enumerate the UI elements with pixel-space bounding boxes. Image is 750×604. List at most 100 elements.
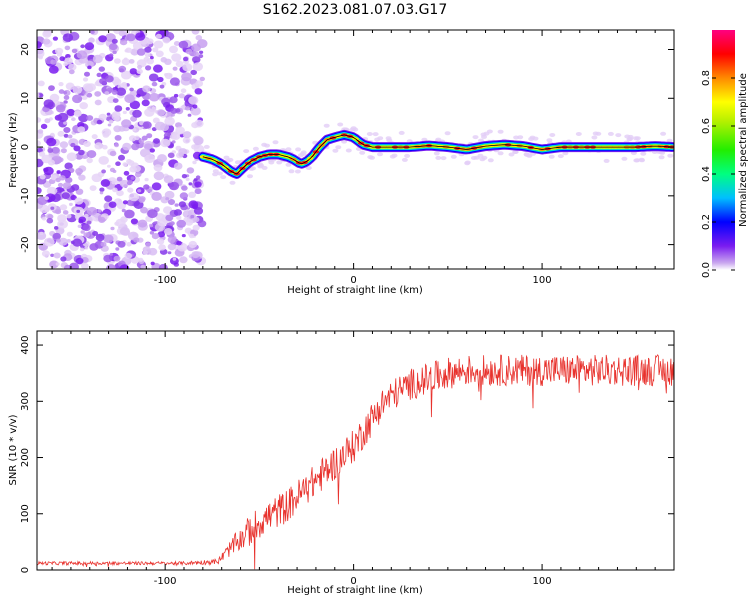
- noise-blob: [102, 144, 108, 150]
- noise-blob: [151, 106, 157, 110]
- noise-blob: [133, 237, 140, 243]
- noise-blob: [131, 143, 140, 151]
- noise-blob: [65, 82, 75, 90]
- noise-blob: [71, 184, 80, 191]
- noise-blob: [197, 220, 207, 228]
- noise-blob: [167, 199, 176, 205]
- ridge-halo: [660, 131, 667, 136]
- ridge-halo: [252, 146, 259, 151]
- noise-blob: [195, 175, 201, 180]
- noise-blob: [122, 110, 127, 115]
- noise-blob: [113, 255, 121, 262]
- noise-blob: [111, 38, 118, 44]
- ridge-halo: [377, 152, 383, 157]
- noise-blob: [162, 36, 171, 44]
- noise-blob: [169, 45, 178, 54]
- noise-blob: [94, 99, 102, 106]
- noise-blob: [69, 202, 73, 206]
- noise-blob: [55, 262, 60, 266]
- noise-blob: [118, 30, 126, 37]
- noise-blob: [37, 41, 42, 49]
- noise-blob: [91, 134, 98, 140]
- noise-blob: [160, 57, 168, 63]
- noise-blob: [164, 190, 175, 200]
- noise-blob: [128, 135, 137, 142]
- ridge-halo: [562, 151, 569, 156]
- noise-blob: [37, 93, 44, 98]
- ridge-halo: [366, 132, 373, 136]
- snr-y-tick-label: 400: [20, 336, 31, 355]
- noise-blob: [55, 104, 66, 113]
- noise-blob: [92, 231, 99, 236]
- noise-blob: [57, 182, 64, 188]
- noise-blob: [38, 151, 46, 157]
- noise-blob: [122, 142, 132, 151]
- noise-blob: [81, 262, 89, 269]
- noise-blob: [89, 185, 97, 192]
- noise-blob: [114, 105, 123, 112]
- noise-blob: [171, 140, 176, 144]
- noise-blob: [148, 223, 154, 228]
- noise-blob: [124, 209, 135, 219]
- noise-blob: [103, 254, 113, 263]
- noise-blob: [69, 262, 79, 269]
- noise-blob: [86, 220, 92, 225]
- noise-blob: [99, 187, 105, 192]
- noise-blob: [50, 59, 57, 65]
- ridge-halo: [285, 147, 292, 152]
- ridge-halo: [549, 133, 556, 137]
- noise-blob: [143, 140, 155, 150]
- noise-blob: [121, 208, 126, 213]
- noise-blob: [136, 48, 146, 56]
- noise-blob: [47, 159, 56, 166]
- noise-blob: [37, 231, 47, 240]
- noise-blob: [59, 141, 69, 149]
- noise-blob: [83, 232, 90, 238]
- noise-blob: [192, 160, 197, 165]
- ridge-halo: [220, 175, 227, 180]
- noise-blob: [188, 200, 199, 209]
- noise-blob: [44, 118, 51, 124]
- ridge-halo: [481, 134, 487, 139]
- noise-blob: [98, 216, 106, 223]
- noise-blob: [111, 90, 118, 95]
- ridge-halo: [377, 136, 384, 141]
- noise-blob: [184, 106, 191, 111]
- ridge-halo: [607, 131, 614, 136]
- ridge-halo: [264, 143, 270, 148]
- noise-blob: [147, 209, 158, 219]
- noise-blob: [112, 114, 120, 121]
- noise-blob: [135, 32, 146, 41]
- ridge-halo: [203, 144, 210, 149]
- ridge-halo: [337, 122, 344, 127]
- ridge-halo: [603, 158, 610, 163]
- ridge-halo: [297, 153, 304, 158]
- noise-blob: [151, 233, 160, 240]
- noise-blob: [37, 49, 45, 58]
- ridge-halo: [508, 152, 515, 157]
- noise-blob: [194, 181, 202, 188]
- noise-blob: [62, 210, 69, 215]
- noise-blob: [62, 33, 74, 42]
- noise-blob: [192, 104, 198, 109]
- noise-blob: [188, 96, 199, 105]
- noise-blob: [144, 108, 155, 117]
- noise-blob: [85, 60, 94, 69]
- noise-blob: [194, 188, 202, 195]
- noise-blob: [130, 218, 138, 225]
- noise-blob: [115, 161, 121, 166]
- ridge-halo: [595, 131, 602, 136]
- noise-blob: [142, 85, 151, 93]
- snr-panel: -100 0 100 0 100 200 300 400 Height of straight…: [8, 330, 675, 596]
- noise-blob: [110, 226, 115, 231]
- noise-blob: [44, 196, 50, 201]
- noise-blob: [182, 131, 192, 139]
- noise-blob: [136, 93, 141, 98]
- noise-blob: [119, 227, 130, 236]
- noise-blob: [172, 257, 177, 261]
- noise-blob: [129, 166, 137, 173]
- noise-blob: [43, 237, 55, 247]
- noise-blob: [65, 177, 73, 184]
